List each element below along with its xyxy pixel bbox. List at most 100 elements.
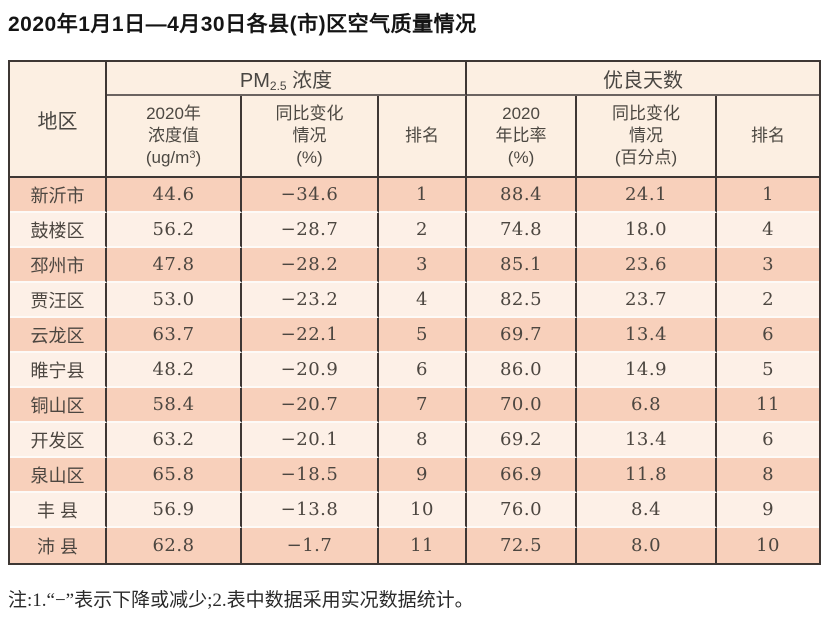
good-change-unit: (百分点): [614, 147, 678, 167]
pm-rank-cell: 8: [379, 423, 468, 458]
good-rank-cell: 10: [717, 528, 820, 563]
good-rank-cell: 3: [717, 248, 820, 283]
pm-rank-cell: 6: [379, 353, 468, 388]
good-change-cell: 14.9: [577, 353, 718, 388]
table-row: 泉山区 65.8 −18.5 9 66.9 11.8 8: [10, 458, 820, 493]
good-change-cell: 6.8: [577, 388, 718, 423]
good-rate-cell: 69.2: [467, 423, 578, 458]
pm-rank-cell: 10: [379, 493, 468, 528]
table-row: 云龙区 63.7 −22.1 5 69.7 13.4 6: [10, 318, 820, 353]
region-cell: 邳州市: [10, 248, 107, 283]
good-change-line1: 同比变化: [612, 104, 681, 124]
column-header-good-change: 同比变化 情况 (百分点): [577, 96, 718, 178]
column-header-pm-value: 2020年 浓度值 (ug/m3): [107, 96, 242, 178]
pm-change-cell: −1.7: [242, 528, 379, 563]
region-cell: 开发区: [10, 423, 107, 458]
column-group-pm25: PM2.5 浓度: [107, 62, 468, 96]
pm-value-cell: 56.2: [107, 213, 242, 248]
good-rate-cell: 88.4: [467, 178, 578, 213]
table-row: 铜山区 58.4 −20.7 7 70.0 6.8 11: [10, 388, 820, 423]
pm-change-cell: −22.1: [242, 318, 379, 353]
pm-change-cell: −28.7: [242, 213, 379, 248]
pm-change-cell: −20.1: [242, 423, 379, 458]
good-rank-cell: 5: [717, 353, 820, 388]
region-cell: 丰 县: [10, 493, 107, 528]
pm-rank-cell: 7: [379, 388, 468, 423]
pm-rank-cell: 1: [379, 178, 468, 213]
region-cell: 云龙区: [10, 318, 107, 353]
pm-value-line1: 2020年: [146, 104, 201, 124]
good-change-cell: 23.7: [577, 283, 718, 318]
good-rate-cell: 86.0: [467, 353, 578, 388]
good-rate-cell: 72.5: [467, 528, 578, 563]
header-group-row: 地区 PM2.5 浓度 优良天数: [10, 62, 820, 178]
pm-value-unit: (ug/m: [145, 147, 190, 167]
good-rank-cell: 4: [717, 213, 820, 248]
pm-suffix: 浓度: [286, 69, 333, 92]
good-rank-cell: 9: [717, 493, 820, 528]
header-sub-row: 2020年 浓度值 (ug/m3) 同比变化 情况 (%) 排名 2020 年比…: [10, 96, 820, 178]
good-change-cell: 18.0: [577, 213, 718, 248]
region-cell: 贾汪区: [10, 283, 107, 318]
good-rank-cell: 11: [717, 388, 820, 423]
table-row: 新沂市 44.6 −34.6 1 88.4 24.1 1: [10, 178, 820, 213]
table-row: 鼓楼区 56.2 −28.7 2 74.8 18.0 4: [10, 213, 820, 248]
pm-rank-cell: 4: [379, 283, 468, 318]
pm-value-cell: 56.9: [107, 493, 242, 528]
good-rank-cell: 2: [717, 283, 820, 318]
air-quality-table: 地区 PM2.5 浓度 优良天数 2020年 浓度值 (ug/m3) 同比变化 …: [8, 60, 822, 565]
column-header-good-rank: 排名: [717, 96, 820, 178]
pm-change-cell: −18.5: [242, 458, 379, 493]
pm-subscript: 2.5: [269, 78, 287, 93]
pm-rank-cell: 9: [379, 458, 468, 493]
table-row: 丰 县 56.9 −13.8 10 76.0 8.4 9: [10, 493, 820, 528]
good-rank-cell: 8: [717, 458, 820, 493]
pm-rank-cell: 11: [379, 528, 468, 563]
pm-value-cell: 63.7: [107, 318, 242, 353]
pm-value-cell: 63.2: [107, 423, 242, 458]
pm-change-unit: (%): [296, 147, 323, 167]
good-change-cell: 8.4: [577, 493, 718, 528]
good-change-line2: 情况: [629, 126, 664, 146]
good-rank-cell: 6: [717, 318, 820, 353]
column-header-pm-change: 同比变化 情况 (%): [242, 96, 379, 178]
pm-change-cell: −20.9: [242, 353, 379, 388]
good-rate-line2: 年比率: [495, 126, 547, 146]
region-cell: 睢宁县: [10, 353, 107, 388]
good-rate-line1: 2020: [502, 104, 540, 124]
table-row: 沛 县 62.8 −1.7 11 72.5 8.0 10: [10, 528, 820, 563]
good-change-cell: 11.8: [577, 458, 718, 493]
table-row: 贾汪区 53.0 −23.2 4 82.5 23.7 2: [10, 283, 820, 318]
good-change-cell: 23.6: [577, 248, 718, 283]
column-header-pm-rank: 排名: [379, 96, 468, 178]
good-rate-cell: 85.1: [467, 248, 578, 283]
m3-superscript: 3: [189, 148, 196, 161]
table-row: 睢宁县 48.2 −20.9 6 86.0 14.9 5: [10, 353, 820, 388]
region-cell: 泉山区: [10, 458, 107, 493]
column-header-region: 地区: [10, 62, 107, 178]
good-rate-cell: 66.9: [467, 458, 578, 493]
column-group-good-days: 优良天数: [467, 62, 820, 96]
pm-value-cell: 44.6: [107, 178, 242, 213]
pm-change-cell: −34.6: [242, 178, 379, 213]
good-rank-cell: 1: [717, 178, 820, 213]
pm-value-cell: 58.4: [107, 388, 242, 423]
good-rate-cell: 82.5: [467, 283, 578, 318]
pm-value-cell: 62.8: [107, 528, 242, 563]
good-rate-cell: 70.0: [467, 388, 578, 423]
pm-change-cell: −23.2: [242, 283, 379, 318]
pm-value-unit-close: ): [195, 147, 202, 167]
good-rate-cell: 69.7: [467, 318, 578, 353]
pm-rank-cell: 2: [379, 213, 468, 248]
column-header-good-rate: 2020 年比率 (%): [467, 96, 578, 178]
pm-change-cell: −20.7: [242, 388, 379, 423]
region-cell: 沛 县: [10, 528, 107, 563]
table-row: 邳州市 47.8 −28.2 3 85.1 23.6 3: [10, 248, 820, 283]
pm-change-cell: −28.2: [242, 248, 379, 283]
pm-value-line2: 浓度值: [148, 126, 199, 146]
pm-label: PM: [239, 69, 270, 92]
pm-rank-cell: 3: [379, 248, 468, 283]
pm-change-line1: 同比变化: [275, 104, 344, 124]
pm-value-cell: 65.8: [107, 458, 242, 493]
